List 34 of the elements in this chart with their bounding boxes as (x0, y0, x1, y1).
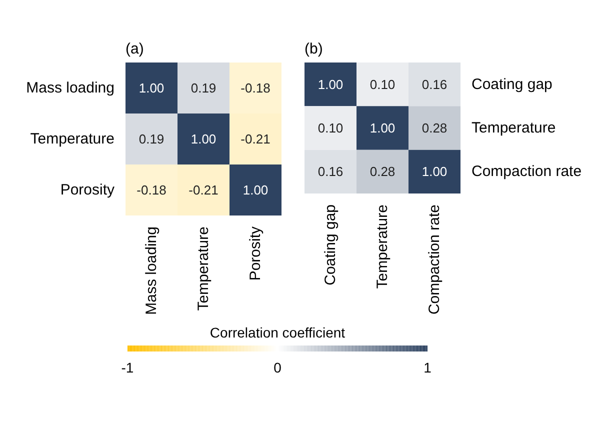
data-label: 0.16 (318, 164, 344, 180)
data-label: 1.00 (422, 164, 448, 180)
y-tick-label: Mass loading (26, 80, 115, 96)
y-tick-label: Temperature (472, 120, 556, 136)
data-label: 0.19 (138, 132, 164, 146)
data-label: -0.21 (188, 182, 218, 198)
data-label: 1.00 (242, 182, 268, 198)
color-bar-label: 0 (274, 360, 282, 376)
color-bar-label: -1 (121, 360, 134, 376)
y-tick-label: Compaction rate (472, 163, 582, 180)
data-label: 0.16 (422, 76, 448, 92)
data-label: -0.21 (240, 132, 270, 146)
data-label: 1.00 (138, 80, 164, 96)
data-label: 1.00 (318, 76, 344, 92)
y-tick-label: Porosity (60, 182, 115, 198)
y-tick-label: Coating gap (472, 76, 552, 93)
x-tick-label: Temperature (195, 226, 212, 311)
data-label: 1.00 (190, 132, 216, 146)
x-tick-label: Coating gap (322, 204, 339, 286)
color-bar-title: Correlation coefficient (210, 324, 346, 340)
data-label: 0.10 (318, 120, 344, 136)
data-label: 0.28 (422, 120, 448, 136)
chart-title: (a) (126, 40, 144, 58)
data-label: 1.00 (370, 120, 396, 136)
chart-title: (b) (304, 40, 323, 58)
data-label: 0.28 (370, 164, 396, 180)
data-label: -0.18 (136, 182, 166, 198)
x-tick-label: Porosity (247, 226, 264, 281)
y-tick-label: Temperature (30, 130, 115, 148)
data-label: 0.10 (370, 76, 396, 92)
x-tick-label: Temperature (374, 204, 391, 289)
data-label: -0.18 (240, 80, 270, 96)
data-label: 0.19 (190, 80, 216, 96)
color-bar-label: 1 (424, 360, 432, 376)
